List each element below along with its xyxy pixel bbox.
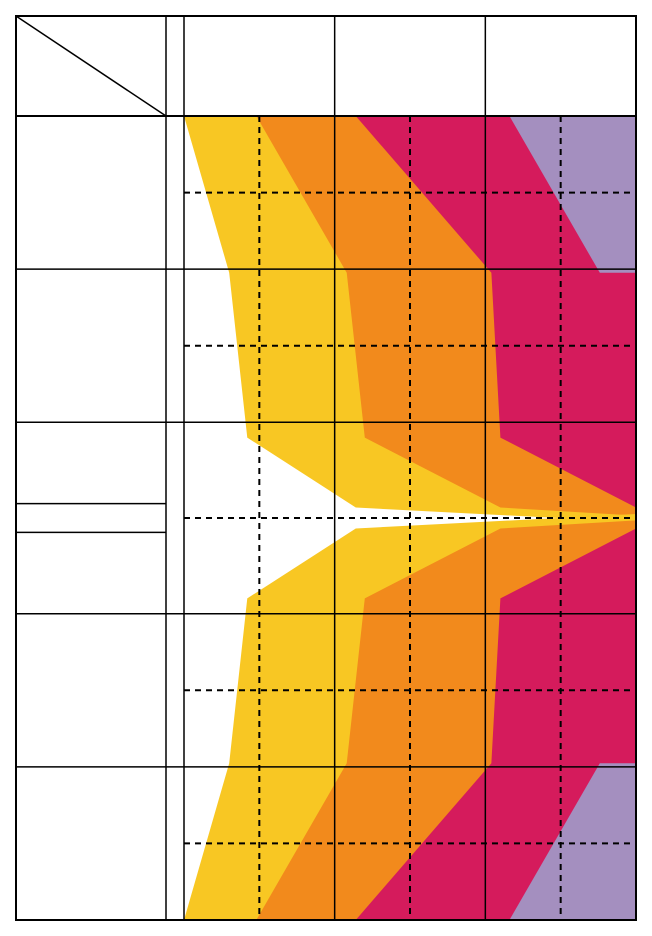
consequence-matrix [0, 0, 652, 936]
